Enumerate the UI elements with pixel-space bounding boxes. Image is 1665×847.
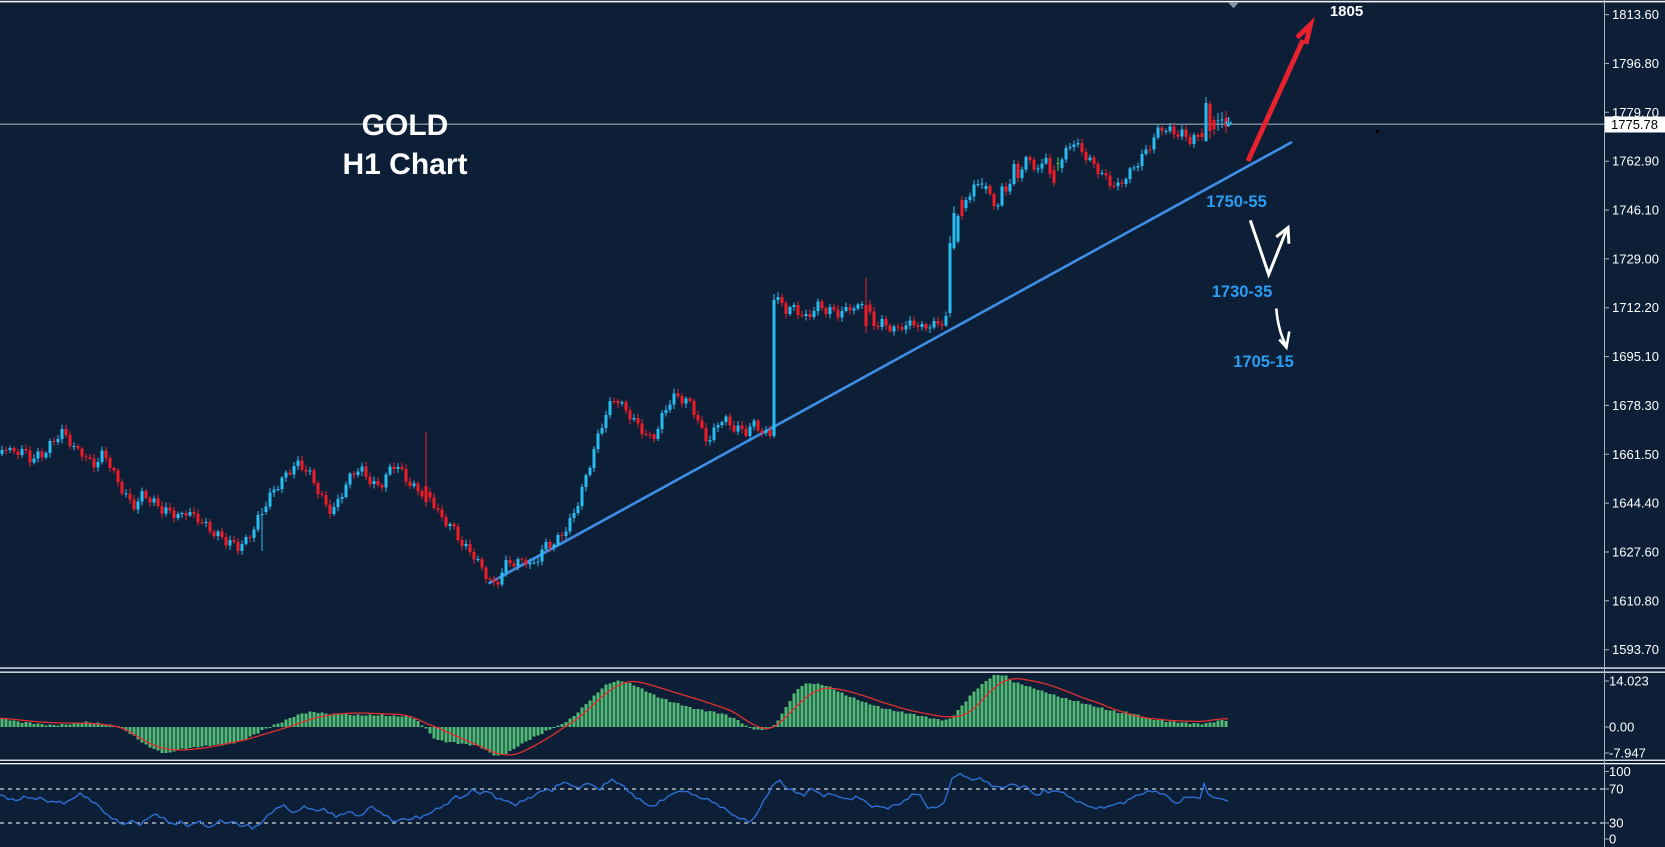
svg-text:1750-55: 1750-55 xyxy=(1206,193,1267,211)
svg-text:1746.10: 1746.10 xyxy=(1612,203,1659,218)
svg-text:1762.90: 1762.90 xyxy=(1612,154,1659,169)
svg-text:1712.20: 1712.20 xyxy=(1612,300,1659,315)
svg-text:1730-35: 1730-35 xyxy=(1212,283,1273,301)
svg-text:1661.50: 1661.50 xyxy=(1612,447,1659,462)
svg-text:70: 70 xyxy=(1609,782,1623,797)
svg-text:1644.40: 1644.40 xyxy=(1612,496,1659,511)
svg-text:1775.78: 1775.78 xyxy=(1611,117,1658,132)
svg-text:30: 30 xyxy=(1609,816,1623,831)
svg-text:1813.60: 1813.60 xyxy=(1612,7,1659,22)
svg-text:14.023: 14.023 xyxy=(1609,674,1649,689)
svg-text:0.00: 0.00 xyxy=(1609,720,1634,735)
svg-text:-7.947: -7.947 xyxy=(1609,746,1646,761)
svg-text:1796.80: 1796.80 xyxy=(1612,56,1659,71)
svg-text:H1 Chart: H1 Chart xyxy=(342,148,467,181)
svg-text:1705-15: 1705-15 xyxy=(1233,353,1294,371)
svg-text:1695.10: 1695.10 xyxy=(1612,349,1659,364)
svg-text:1779.70: 1779.70 xyxy=(1612,105,1659,120)
svg-text:1593.70: 1593.70 xyxy=(1612,642,1659,657)
svg-text:GOLD: GOLD xyxy=(362,109,449,142)
svg-text:1805: 1805 xyxy=(1330,3,1363,20)
svg-text:100: 100 xyxy=(1609,764,1631,779)
svg-text:1678.30: 1678.30 xyxy=(1612,398,1659,413)
svg-text:1610.80: 1610.80 xyxy=(1612,593,1659,608)
svg-text:0: 0 xyxy=(1609,832,1616,847)
svg-text:1729.00: 1729.00 xyxy=(1612,251,1659,266)
svg-text:1627.60: 1627.60 xyxy=(1612,545,1659,560)
